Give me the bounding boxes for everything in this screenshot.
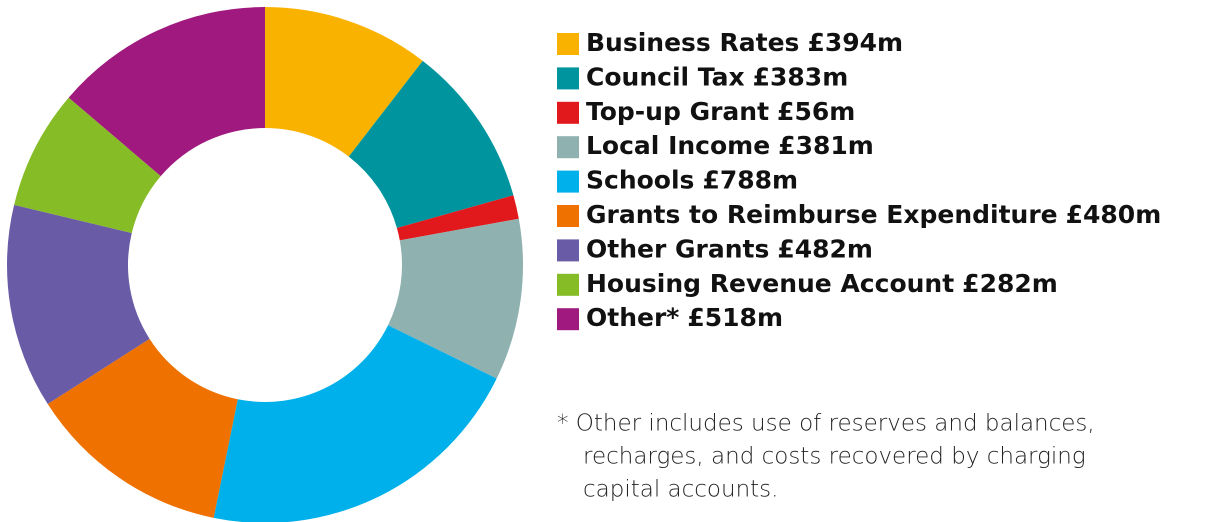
legend-category: Schools [586, 166, 694, 195]
legend-label: Other Grants £482m [586, 234, 873, 263]
legend-category: Top-up Grant [586, 97, 769, 126]
legend-label: Local Income £381m [586, 131, 874, 160]
legend-category: Housing Revenue Account [586, 269, 954, 298]
legend-value: £482m [777, 234, 873, 263]
legend-category: Other Grants [586, 234, 769, 263]
legend-swatch [557, 273, 579, 296]
legend-swatch [557, 67, 579, 90]
legend-category: Council Tax [586, 62, 745, 91]
legend-swatch [557, 101, 579, 124]
legend-label: Business Rates £394m [586, 28, 903, 57]
legend-swatch [557, 205, 579, 227]
legend-value: £480m [1066, 200, 1162, 229]
donut-slice [348, 60, 514, 228]
legend-category: Other* [586, 303, 679, 332]
donut-slice [47, 338, 238, 518]
legend-value: £518m [687, 303, 783, 332]
legend-label: Grants to Reimburse Expenditure £480m [586, 200, 1161, 229]
legend-value: £394m [807, 28, 903, 57]
legend-swatch [557, 170, 579, 193]
legend-swatch [557, 33, 579, 55]
legend-swatch [557, 136, 579, 159]
legend-label: Other* £518m [586, 303, 783, 332]
legend-value: £381m [778, 131, 874, 160]
legend-value: £282m [962, 269, 1058, 298]
donut-slice [388, 218, 523, 379]
legend-category: Local Income [586, 131, 770, 160]
donut-slice [265, 7, 423, 157]
footnote: capital accounts. [583, 477, 778, 503]
donut-slice [6, 204, 150, 405]
legend-label: Top-up Grant £56m [586, 97, 855, 126]
legend-label: Schools £788m [586, 166, 798, 195]
donut-slice [68, 7, 265, 177]
legend-category: Business Rates [586, 28, 799, 57]
donut-slice [213, 325, 497, 522]
footnote: * Other includes use of reserves and bal… [557, 411, 1095, 437]
legend-label: Housing Revenue Account £282m [586, 269, 1058, 298]
legend-category: Grants to Reimburse Expenditure [586, 200, 1058, 229]
legend-label: Council Tax £383m [586, 62, 848, 91]
legend-swatch [557, 239, 579, 262]
legend-value: £383m [753, 62, 849, 91]
legend-swatch [557, 308, 579, 331]
legend-value: £56m [777, 97, 855, 126]
footnote: recharges, and costs recovered by chargi… [583, 444, 1086, 470]
legend-value: £788m [702, 166, 798, 195]
donut-slice [14, 97, 161, 234]
donut-slice [396, 195, 519, 241]
